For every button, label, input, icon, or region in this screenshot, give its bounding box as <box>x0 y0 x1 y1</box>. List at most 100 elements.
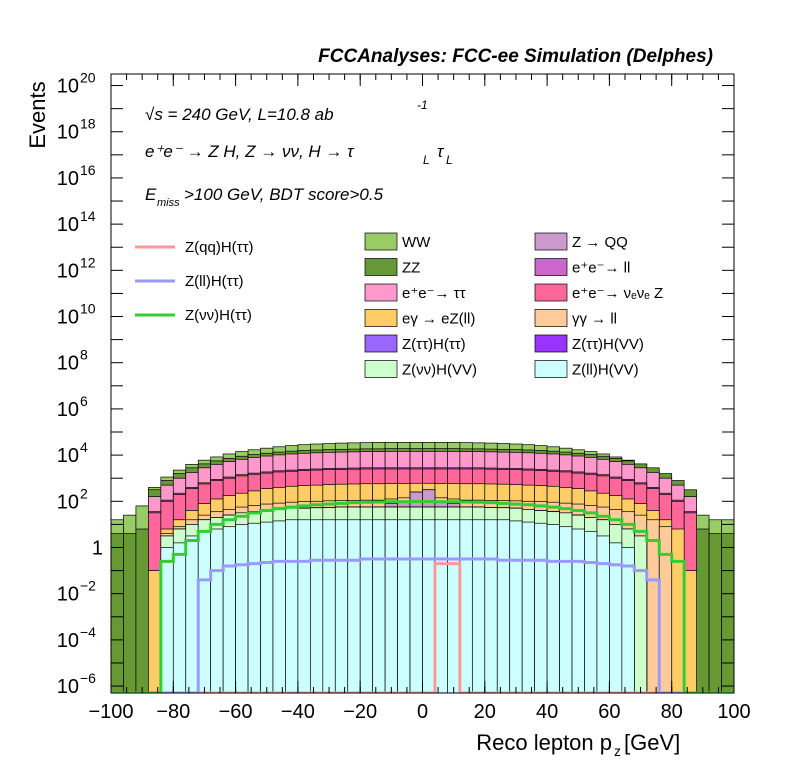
legend-label: e⁺e⁻→ νₑνₑ Z <box>572 285 663 302</box>
bar-bin <box>434 519 448 693</box>
legend-label: Z(ττ)H(VV) <box>572 336 644 353</box>
legend-swatch <box>534 334 568 353</box>
y-tick-label: 10 <box>57 630 79 652</box>
annotation-tau-subscript-2: L <box>446 153 453 167</box>
y-tick-exponent: 6 <box>80 393 88 409</box>
legend-label: eγ → eZ(ll) <box>402 311 475 328</box>
legend-label: Z(ττ)H(ττ) <box>402 336 466 353</box>
y-tick-exponent: 20 <box>80 70 96 86</box>
annotation-process: e⁺e⁻ → Z H, Z → νν, H → τ <box>145 142 355 161</box>
bar-bin <box>384 519 398 693</box>
y-tick-exponent: 12 <box>80 254 96 270</box>
bar-bin <box>471 519 486 693</box>
y-tick-label: 10 <box>57 491 79 513</box>
legend-label: Z(ll)H(VV) <box>572 362 639 379</box>
y-tick-label: 10 <box>57 353 79 375</box>
legend-swatch <box>534 309 568 327</box>
bar-bin <box>633 535 648 693</box>
y-tick-exponent: −2 <box>80 578 96 594</box>
y-tick-label: 10 <box>57 676 79 698</box>
y-axis-label: Events <box>25 81 50 148</box>
x-tick-label: 0 <box>417 701 428 723</box>
legend-swatch <box>534 232 568 251</box>
bar-bin <box>546 524 560 693</box>
bar-bin <box>347 519 361 693</box>
bar-bin <box>696 528 710 693</box>
legend-swatch <box>364 309 398 327</box>
legend-swatch <box>364 360 398 378</box>
signal-line-Z(νν)H(ττ) <box>111 500 734 693</box>
bar-bin <box>197 530 212 693</box>
y-tick-label: 10 <box>57 214 79 236</box>
bar-bin <box>285 519 299 693</box>
annotation-tau-subscript: L <box>423 153 430 167</box>
bar-bin <box>123 533 137 693</box>
bar-bin <box>459 519 473 693</box>
legend-label: Z(qq)H(ττ) <box>185 239 254 256</box>
y-tick-exponent: 14 <box>80 208 96 224</box>
bar-bin <box>210 528 224 693</box>
bar-bin <box>322 519 336 693</box>
legend-signals: Z(qq)H(ττ) Z(ll)H(ττ) Z(νν)H(ττ) <box>135 239 254 324</box>
bar-bin <box>671 528 685 693</box>
legend-swatch <box>364 334 398 353</box>
x-tick-label: 80 <box>661 701 683 723</box>
stack-layers <box>111 442 734 693</box>
x-tick-label: −60 <box>219 701 253 723</box>
legend-label: γγ → ll <box>572 311 617 328</box>
annotation-cuts: >100 GeV, BDT score>0.5 <box>184 185 384 204</box>
y-tick-label: 10 <box>57 76 79 98</box>
y-tick-exponent: 8 <box>80 347 88 363</box>
bar-bin <box>135 528 149 693</box>
legend-backgrounds-2: Z → QQ e⁺e⁻→ ll e⁺e⁻→ νₑνₑ Z γγ → ll Z(ττ)H(… <box>534 232 663 379</box>
bar-bin <box>484 519 498 693</box>
y-tick-label: 10 <box>57 260 79 282</box>
y-tick-label: 10 <box>57 584 79 606</box>
bar-bin <box>683 570 697 693</box>
y-tick-exponent: 16 <box>80 162 96 178</box>
bar-bin <box>272 520 286 693</box>
bar-bin <box>160 547 174 693</box>
annotation-energy-lumi: √s = 240 GeV, L=10.8 ab <box>145 105 334 124</box>
bar-bin <box>222 526 236 693</box>
legend-label: Z(ll)H(ττ) <box>185 273 244 290</box>
legend-swatch <box>534 360 568 378</box>
signal-lines <box>111 500 734 693</box>
legend-swatch <box>534 283 568 302</box>
bar-bin <box>721 533 734 693</box>
bar-bin <box>447 519 461 693</box>
bar-bin <box>310 519 324 693</box>
y-tick-exponent: 10 <box>80 301 96 317</box>
legend-swatch <box>364 232 398 251</box>
bar-bin <box>584 530 598 693</box>
legend-swatch <box>534 258 568 276</box>
legend-label: WW <box>402 234 431 251</box>
bar-bin <box>172 542 187 693</box>
bar-bin <box>509 520 523 693</box>
x-tick-label: 20 <box>474 701 496 723</box>
x-axis-label-unit: [GeV] <box>624 730 680 755</box>
bar-bin <box>185 535 199 693</box>
bar-bin <box>521 521 535 693</box>
x-axis: −100 −80 −60 −40 −20 0 20 40 60 80 100 <box>88 74 751 723</box>
bar-bin <box>559 526 573 693</box>
x-tick-label: 60 <box>598 701 620 723</box>
legend-label: e⁺e⁻→ ll <box>572 260 630 277</box>
bar-bin <box>297 519 311 693</box>
y-tick-label: 10 <box>57 399 79 421</box>
x-tick-label: 100 <box>717 701 750 723</box>
legend-label: ZZ <box>402 260 420 277</box>
y-tick-exponent: 18 <box>80 116 96 132</box>
legend-label: Z(νν)H(ττ) <box>185 307 252 324</box>
bar-bin <box>496 519 511 693</box>
y-tick-label: 10 <box>57 307 79 329</box>
layer-Z(ℓℓ)H(VV) <box>160 519 635 693</box>
x-axis-label-subscript: z <box>614 743 621 759</box>
legend-backgrounds-1: WW ZZ e⁺e⁻→ ττ eγ → eZ(ll) Z(ττ)H(ττ) Z(νν)H(… <box>364 232 477 379</box>
y-tick-label: 1 <box>92 537 103 559</box>
y-tick-label: 10 <box>57 445 79 467</box>
bar-bin <box>708 533 722 693</box>
bar-bin <box>658 526 673 693</box>
